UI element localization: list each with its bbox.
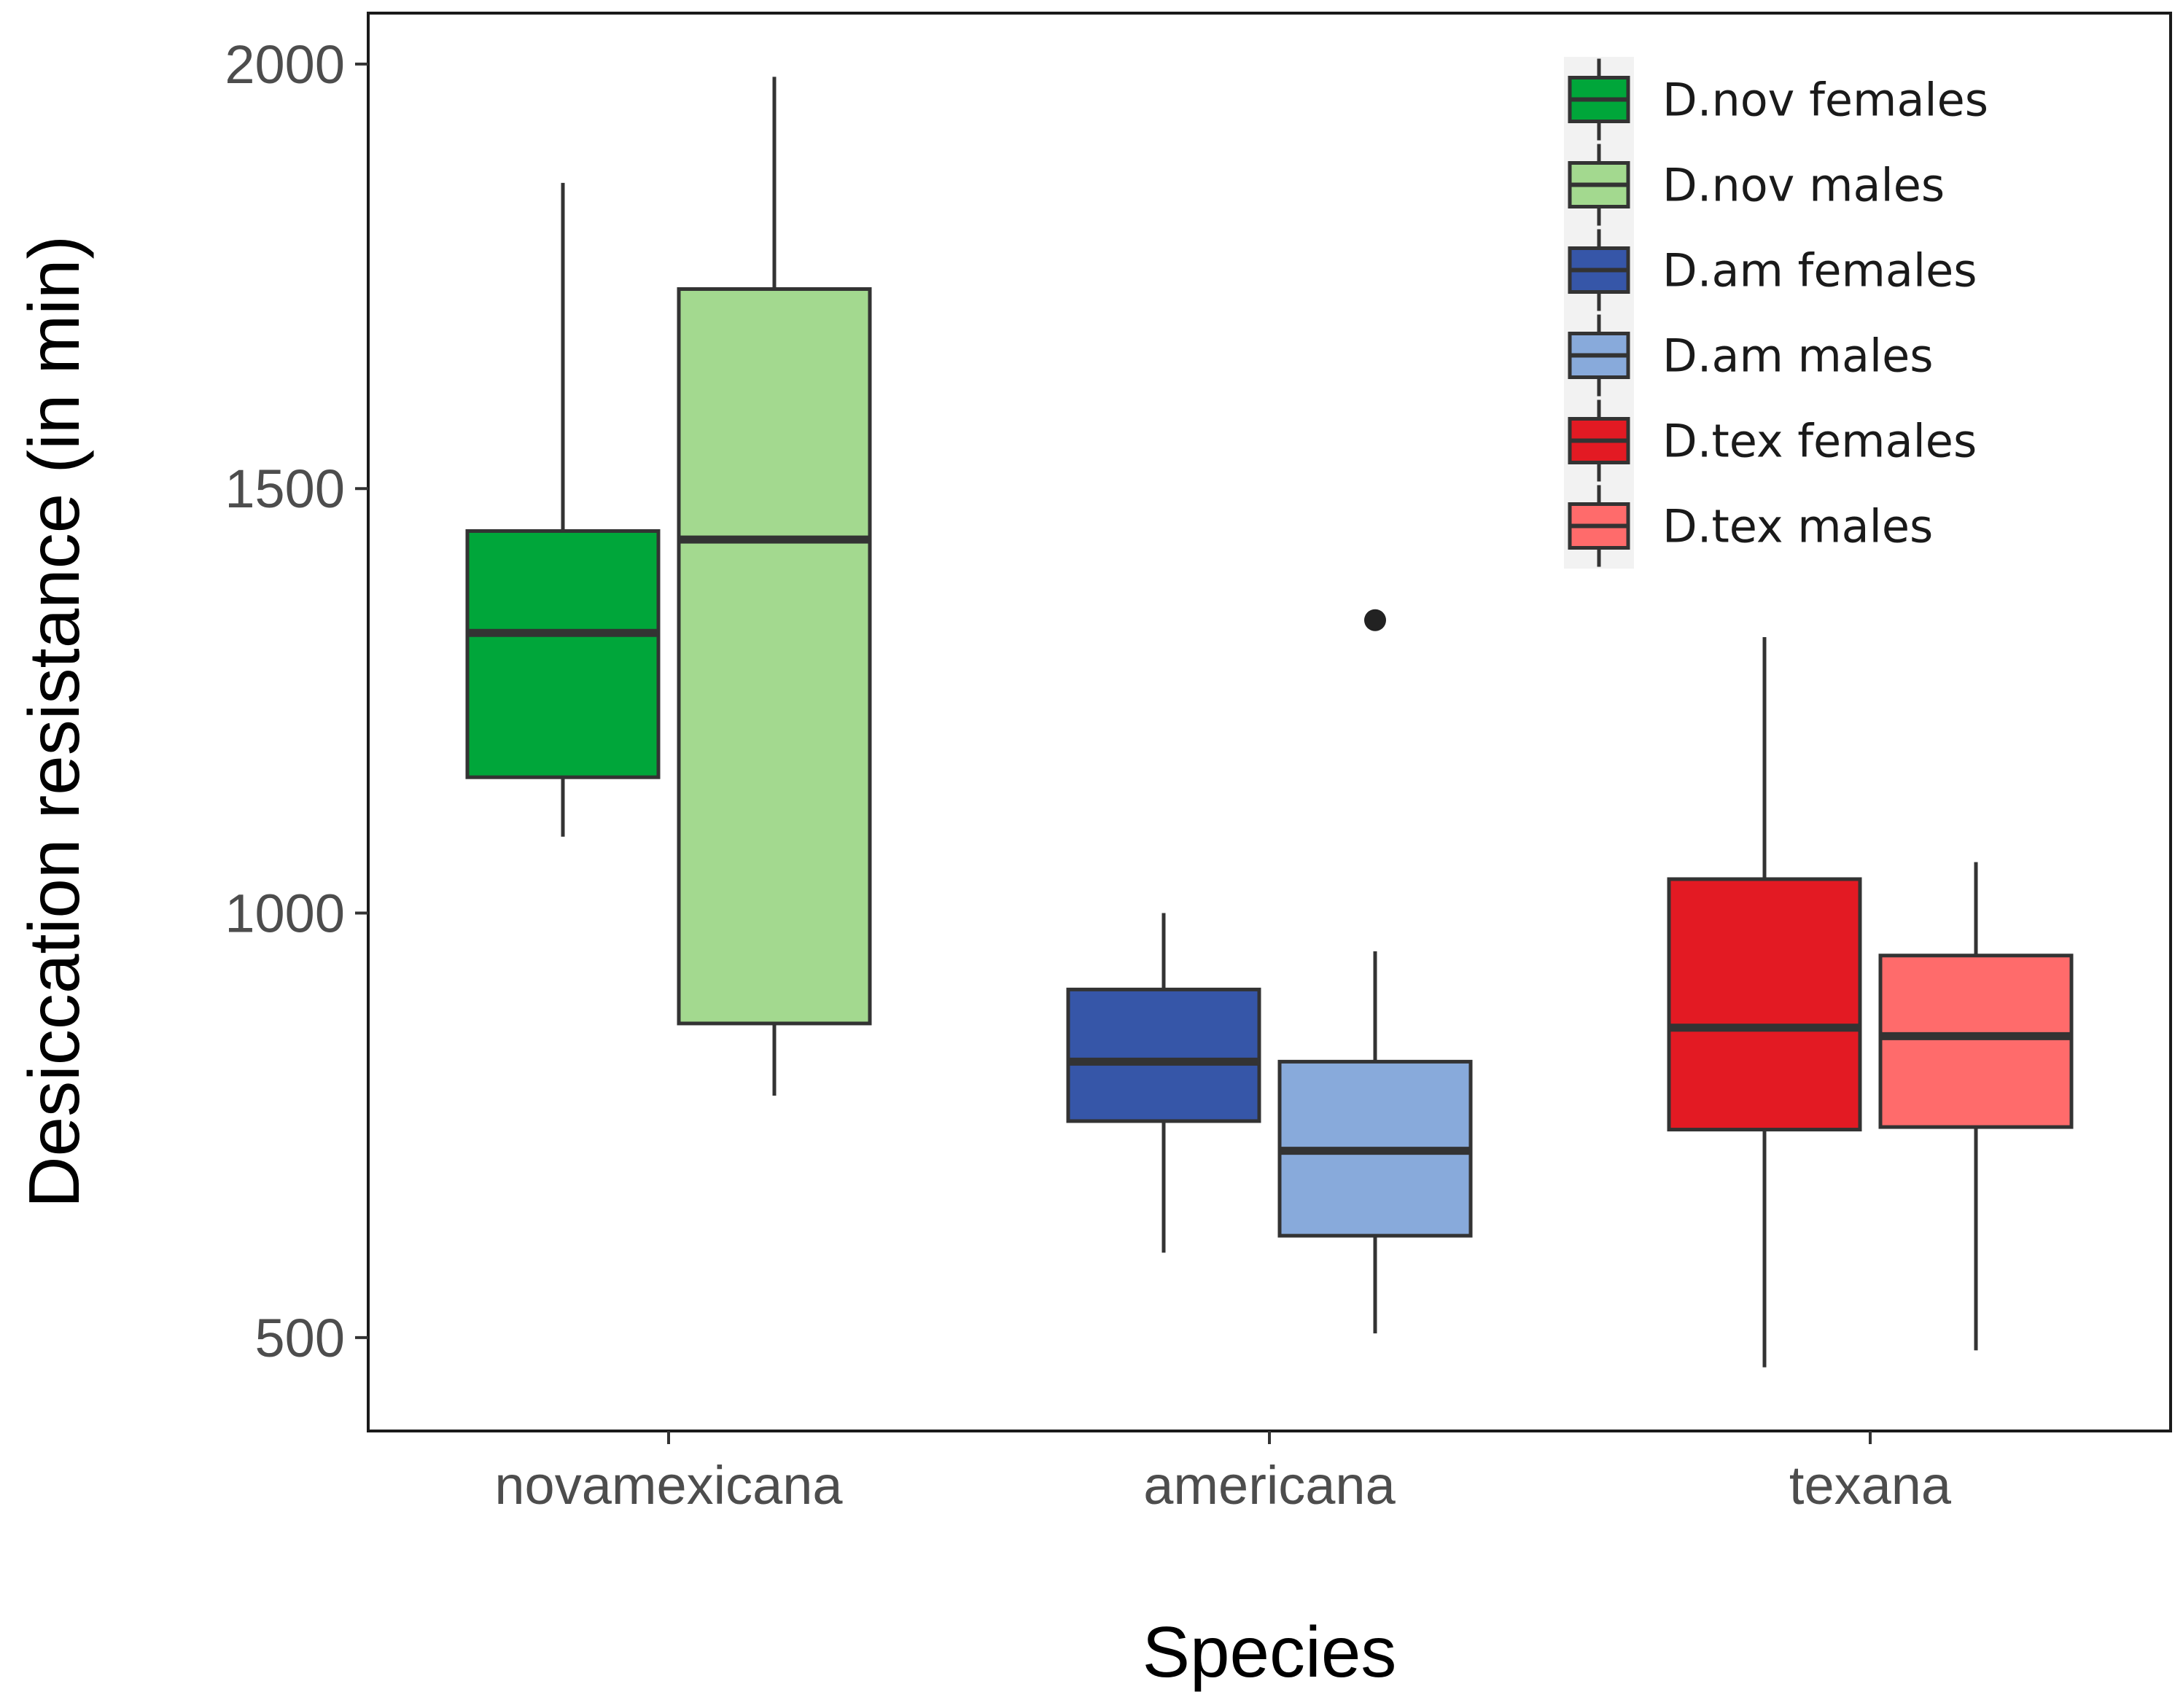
outlier-point-d-am-males-0 xyxy=(1364,609,1386,631)
box-body-d-nov-females xyxy=(465,529,661,779)
box-body-d-am-females xyxy=(1066,987,1261,1123)
y-axis-title: Desiccation resistance (in min) xyxy=(14,235,94,1208)
legend-item-d-am-females: D.am females xyxy=(1564,227,1977,313)
y-tick-label-500: 500 xyxy=(255,1308,345,1368)
box-body-d-tex-males xyxy=(1878,954,2074,1129)
legend-label-d-tex-females: D.tex females xyxy=(1662,415,1977,468)
box-body-d-nov-males xyxy=(677,287,872,1026)
box-d-tex-females xyxy=(1667,637,1862,1368)
legend: D.nov females D.nov males D.am females D.am… xyxy=(1564,57,1988,569)
legend-label-d-am-females: D.am females xyxy=(1662,244,1977,297)
box-d-nov-females xyxy=(465,182,661,837)
legend-label-d-nov-females: D.nov females xyxy=(1662,74,1988,127)
x-axis: novamexicana americana texana xyxy=(494,1431,1952,1516)
y-axis: 500 1000 1500 2000 xyxy=(225,34,368,1368)
legend-item-d-tex-males: D.tex males xyxy=(1564,483,1933,569)
box-body-d-tex-females xyxy=(1667,877,1862,1132)
legend-item-d-nov-males: D.nov males xyxy=(1564,142,1945,227)
box-series xyxy=(465,77,2074,1368)
legend-label-d-nov-males: D.nov males xyxy=(1662,159,1945,212)
x-tick-label-novamexicana: novamexicana xyxy=(494,1455,843,1516)
box-d-tex-males xyxy=(1878,862,2074,1351)
box-d-nov-males xyxy=(677,77,872,1096)
legend-item-d-am-males: D.am males xyxy=(1564,313,1934,398)
y-tick-label-1500: 1500 xyxy=(225,459,345,519)
y-tick-label-1000: 1000 xyxy=(225,884,345,944)
y-tick-label-2000: 2000 xyxy=(225,34,345,95)
plot-panel xyxy=(367,12,2172,1432)
legend-item-d-tex-females: D.tex females xyxy=(1564,398,1977,483)
legend-item-d-nov-females: D.nov females xyxy=(1564,57,1988,142)
x-tick-label-americana: americana xyxy=(1143,1455,1396,1516)
box-d-am-females xyxy=(1066,913,1261,1253)
legend-label-d-tex-males: D.tex males xyxy=(1662,500,1933,553)
box-d-am-males xyxy=(1277,609,1473,1334)
x-tick-label-texana: texana xyxy=(1789,1455,1952,1516)
legend-label-d-am-males: D.am males xyxy=(1662,329,1934,383)
x-axis-title: Species xyxy=(1143,1612,1397,1692)
